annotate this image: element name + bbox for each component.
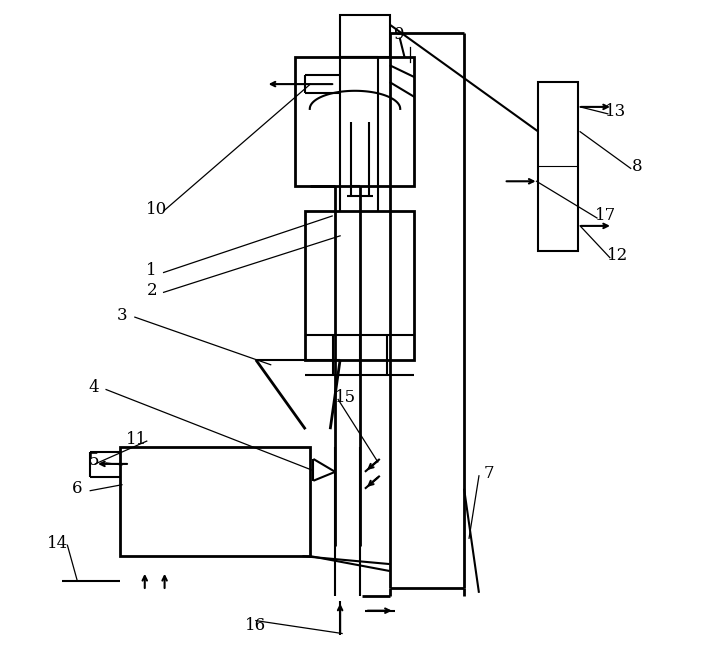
Text: 5: 5 — [89, 452, 99, 470]
Bar — [120, 447, 311, 556]
Bar — [296, 57, 415, 186]
Text: 17: 17 — [596, 208, 617, 224]
Text: 1: 1 — [146, 262, 157, 279]
Bar — [538, 82, 578, 250]
Text: 2: 2 — [146, 282, 157, 299]
Text: 9: 9 — [394, 26, 405, 43]
Text: 6: 6 — [72, 480, 82, 497]
Text: 4: 4 — [89, 379, 99, 396]
Text: 11: 11 — [126, 431, 147, 448]
Bar — [306, 211, 415, 360]
Text: 12: 12 — [607, 247, 628, 264]
Text: 16: 16 — [245, 617, 267, 634]
Text: 7: 7 — [484, 466, 494, 482]
Text: 13: 13 — [605, 104, 627, 120]
Bar — [340, 15, 390, 57]
Text: 14: 14 — [47, 535, 68, 552]
Text: 10: 10 — [146, 200, 167, 218]
Text: 8: 8 — [632, 158, 643, 175]
Text: 3: 3 — [117, 307, 127, 324]
Text: 15: 15 — [335, 389, 356, 406]
